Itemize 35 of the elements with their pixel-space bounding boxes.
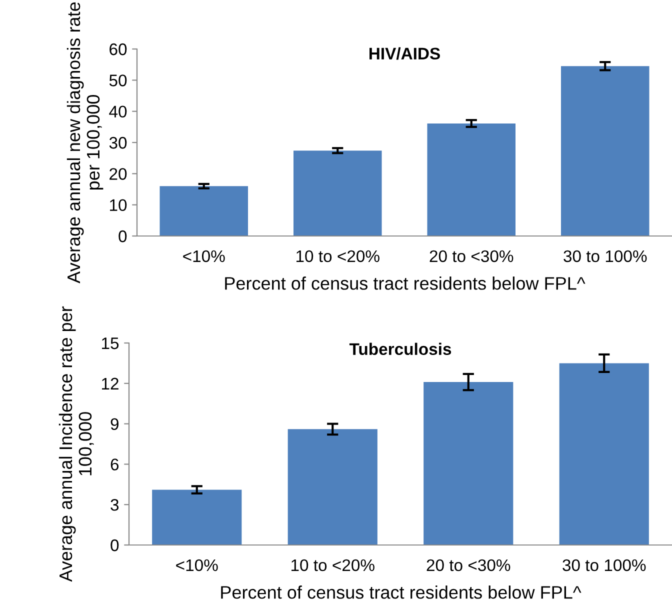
- chart-title: Tuberculosis: [349, 342, 452, 356]
- bar: [152, 490, 242, 545]
- bar: [288, 429, 378, 545]
- y-tick-label: 0: [110, 539, 119, 552]
- chart-title: HIV/AIDS: [369, 47, 440, 60]
- y-tick-label: 3: [110, 499, 119, 511]
- x-axis-title: Percent of census tract residents below FPL^: [221, 586, 582, 599]
- x-tick-label: <10%: [176, 559, 218, 572]
- y-tick-label: 20: [110, 168, 127, 180]
- y-axis-title: Average annual new diagnosis rate per 100,000: [66, 2, 104, 284]
- y-tick-label: 10: [110, 199, 127, 212]
- y-tick-label: 6: [110, 458, 119, 470]
- y-tick-label: 30: [109, 136, 127, 149]
- y-tick-label: 50: [109, 74, 127, 86]
- x-tick-label: 10 to <20%: [292, 559, 374, 572]
- y-tick-label: 0: [118, 230, 127, 242]
- bar: [560, 66, 650, 236]
- bar: [559, 363, 649, 545]
- x-tick-label: <10%: [183, 250, 225, 262]
- y-axis-title: Average annual Incidence rate per 100,000: [58, 306, 94, 582]
- x-tick-label: 30 to 100%: [564, 250, 647, 262]
- x-tick-label: 20 to <30%: [430, 250, 514, 262]
- x-axis-title: Percent of census tract residents below FPL^: [225, 276, 586, 290]
- bar: [293, 150, 382, 236]
- x-tick-label: 20 to <30%: [426, 559, 510, 572]
- y-tick-label: 9: [110, 418, 118, 430]
- y-tick-label: 15: [102, 338, 119, 350]
- x-tick-label: 10 to <20%: [296, 250, 380, 262]
- bar: [427, 123, 516, 236]
- y-tick-label: 60: [110, 43, 127, 56]
- y-tick-label: 12: [102, 378, 118, 390]
- x-tick-label: 30 to 100%: [562, 559, 646, 572]
- bar: [160, 186, 248, 236]
- y-tick-label: 40: [109, 106, 127, 118]
- bar: [424, 382, 514, 545]
